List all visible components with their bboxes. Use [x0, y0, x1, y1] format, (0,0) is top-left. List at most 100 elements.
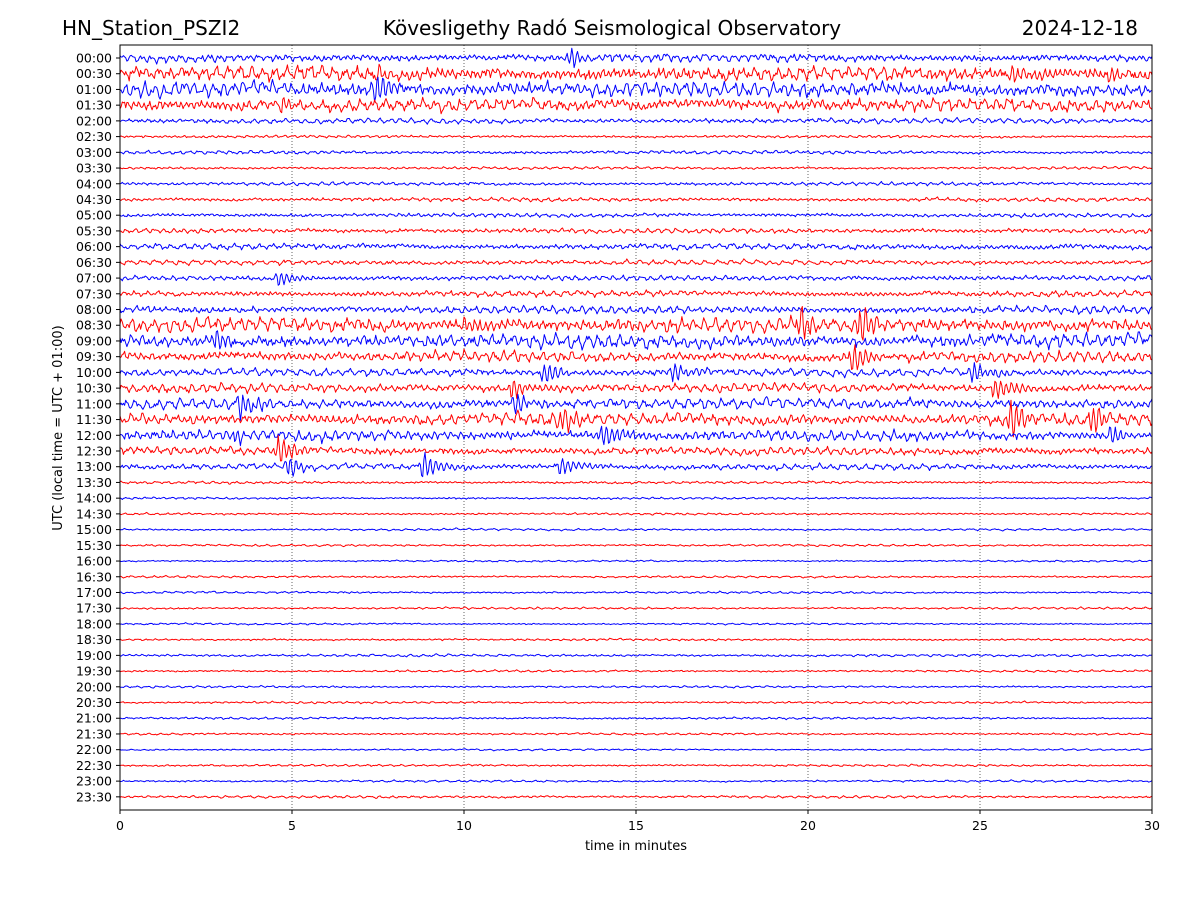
trace-1330	[120, 480, 1152, 485]
y-tick-label: 19:00	[76, 648, 112, 663]
x-tick-label: 0	[116, 818, 124, 833]
trace-2130	[120, 732, 1152, 736]
trace-0000	[120, 47, 1152, 69]
y-tick-label: 19:30	[76, 664, 112, 679]
trace-1100	[120, 393, 1152, 422]
y-tick-label: 17:00	[76, 585, 112, 600]
y-tick-label: 20:00	[76, 679, 112, 694]
y-tick-label: 15:00	[76, 522, 112, 537]
trace-2200	[120, 748, 1152, 752]
trace-2300	[120, 779, 1152, 783]
trace-1400	[120, 496, 1152, 500]
trace-0630	[120, 258, 1152, 267]
y-tick-label: 09:00	[76, 333, 112, 348]
trace-1700	[120, 590, 1152, 595]
trace-0900	[120, 330, 1152, 351]
y-tick-label: 12:00	[76, 428, 112, 443]
trace-0130	[120, 96, 1152, 115]
trace-0700	[120, 273, 1152, 286]
y-tick-label: 00:30	[76, 66, 112, 81]
trace-1430	[120, 511, 1152, 516]
trace-0500	[120, 212, 1152, 219]
y-tick-label: 08:30	[76, 318, 112, 333]
trace-1530	[120, 543, 1152, 548]
x-axis-label: time in minutes	[585, 839, 687, 854]
trace-1200	[120, 425, 1152, 447]
trace-0930	[120, 344, 1152, 371]
x-tick-label: 20	[800, 818, 816, 833]
trace-1300	[120, 451, 1152, 478]
trace-1630	[120, 574, 1152, 579]
y-tick-label: 16:00	[76, 554, 112, 569]
trace-1230	[120, 434, 1152, 462]
trace-0400	[120, 180, 1152, 187]
trace-0300	[120, 149, 1152, 155]
trace-0600	[120, 242, 1152, 251]
y-tick-label: 02:00	[76, 113, 112, 128]
trace-2030	[120, 700, 1152, 705]
y-tick-label: 18:30	[76, 632, 112, 647]
trace-1600	[120, 559, 1152, 563]
y-tick-label: 02:30	[76, 129, 112, 144]
x-tick-label: 5	[288, 818, 296, 833]
trace-1130	[120, 399, 1152, 438]
trace-1730	[120, 606, 1152, 610]
trace-1030	[120, 380, 1152, 399]
chart-date: 2024-12-18	[1022, 16, 1138, 40]
trace-0830	[120, 306, 1152, 341]
y-tick-label: 22:30	[76, 758, 112, 773]
y-axis-ticks: 00:0000:3001:0001:3002:0002:3003:0003:30…	[76, 51, 120, 804]
trace-1800	[120, 622, 1152, 626]
trace-0800	[120, 304, 1152, 315]
y-tick-label: 09:30	[76, 349, 112, 364]
trace-0100	[120, 76, 1152, 103]
y-tick-label: 08:00	[76, 302, 112, 317]
y-tick-label: 04:00	[76, 176, 112, 191]
trace-0230	[120, 134, 1152, 139]
y-tick-label: 00:00	[76, 51, 112, 66]
x-tick-label: 25	[972, 818, 988, 833]
station-name: HN_Station_PSZI2	[62, 16, 240, 40]
y-tick-label: 06:30	[76, 255, 112, 270]
trace-0730	[120, 289, 1152, 299]
trace-0530	[120, 227, 1152, 235]
y-tick-label: 13:30	[76, 475, 112, 490]
y-tick-label: 22:00	[76, 742, 112, 757]
trace-0430	[120, 196, 1152, 203]
y-tick-label: 04:30	[76, 192, 112, 207]
y-tick-label: 06:00	[76, 239, 112, 254]
trace-2000	[120, 684, 1152, 689]
x-axis-ticks: 0 5 10 15 20 25 30	[116, 810, 1160, 833]
y-tick-label: 17:30	[76, 601, 112, 616]
y-tick-label: 14:30	[76, 506, 112, 521]
y-tick-label: 13:00	[76, 459, 112, 474]
y-tick-label: 23:00	[76, 774, 112, 789]
x-tick-label: 15	[628, 818, 644, 833]
trace-0200	[120, 116, 1152, 125]
y-tick-label: 20:30	[76, 695, 112, 710]
y-tick-label: 23:30	[76, 789, 112, 804]
y-tick-label: 14:00	[76, 491, 112, 506]
y-tick-label: 01:30	[76, 98, 112, 113]
y-tick-label: 03:00	[76, 145, 112, 160]
y-tick-label: 01:00	[76, 82, 112, 97]
y-tick-label: 16:30	[76, 569, 112, 584]
y-axis-label: UTC (local time = UTC + 01:00)	[51, 325, 66, 530]
y-tick-label: 07:30	[76, 286, 112, 301]
trace-1830	[120, 637, 1152, 642]
y-tick-label: 21:00	[76, 711, 112, 726]
y-tick-label: 18:00	[76, 616, 112, 631]
trace-0030	[120, 63, 1152, 83]
trace-1930	[120, 669, 1152, 673]
y-tick-label: 05:30	[76, 223, 112, 238]
x-tick-label: 10	[456, 818, 472, 833]
trace-1000	[120, 362, 1152, 383]
trace-1500	[120, 527, 1152, 532]
trace-1900	[120, 653, 1152, 658]
y-tick-label: 11:30	[76, 412, 112, 427]
trace-2330	[120, 794, 1152, 799]
x-tick-label: 30	[1144, 818, 1160, 833]
trace-layer	[120, 47, 1152, 799]
